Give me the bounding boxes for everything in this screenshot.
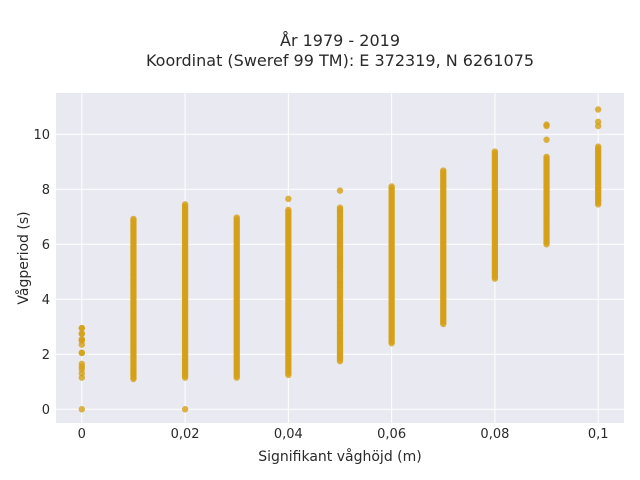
x-tick-label: 0,1 bbox=[588, 427, 609, 442]
x-tick-label: 0,06 bbox=[377, 427, 406, 442]
data-point bbox=[388, 183, 395, 190]
data-point bbox=[130, 215, 137, 223]
chart-title-line1: År 1979 - 2019 bbox=[280, 31, 400, 50]
data-point bbox=[181, 201, 189, 208]
data-point bbox=[440, 167, 447, 174]
data-point bbox=[594, 118, 602, 126]
data-point bbox=[78, 330, 86, 337]
data-points bbox=[78, 106, 602, 413]
data-point bbox=[543, 136, 550, 143]
x-tick-label: 0,04 bbox=[274, 427, 303, 442]
x-tick-label: 0 bbox=[78, 427, 86, 442]
y-tick-label: 6 bbox=[42, 238, 50, 253]
data-point bbox=[78, 360, 86, 368]
data-point bbox=[285, 206, 292, 214]
data-point bbox=[336, 187, 344, 194]
data-point bbox=[336, 204, 344, 211]
y-axis-title: Vågperiod (s) bbox=[15, 211, 32, 304]
x-tick-labels: 0 0,02 0,04 0,06 0,08 0,1 bbox=[78, 427, 609, 442]
data-point bbox=[78, 324, 86, 332]
data-point bbox=[78, 349, 86, 357]
x-tick-label: 0,02 bbox=[171, 427, 200, 442]
data-point bbox=[233, 214, 240, 221]
chart-title-line2: Koordinat (Sweref 99 TM): E 372319, N 62… bbox=[146, 51, 534, 70]
y-tick-label: 2 bbox=[42, 348, 50, 363]
data-point bbox=[491, 148, 499, 155]
data-point bbox=[181, 406, 189, 413]
y-tick-labels: 0 2 4 6 8 10 bbox=[33, 128, 50, 418]
data-point bbox=[594, 106, 602, 113]
data-point bbox=[594, 143, 602, 150]
y-tick-label: 0 bbox=[42, 403, 50, 418]
y-tick-label: 4 bbox=[42, 293, 50, 308]
y-tick-label: 10 bbox=[33, 128, 50, 143]
x-tick-label: 0,08 bbox=[480, 427, 509, 442]
y-tick-label: 8 bbox=[42, 183, 50, 198]
data-point bbox=[543, 121, 550, 128]
x-axis-title: Signifikant våghöjd (m) bbox=[258, 448, 421, 465]
data-point bbox=[285, 195, 292, 203]
data-point bbox=[78, 337, 86, 344]
data-point bbox=[543, 153, 550, 160]
data-point bbox=[78, 406, 86, 413]
